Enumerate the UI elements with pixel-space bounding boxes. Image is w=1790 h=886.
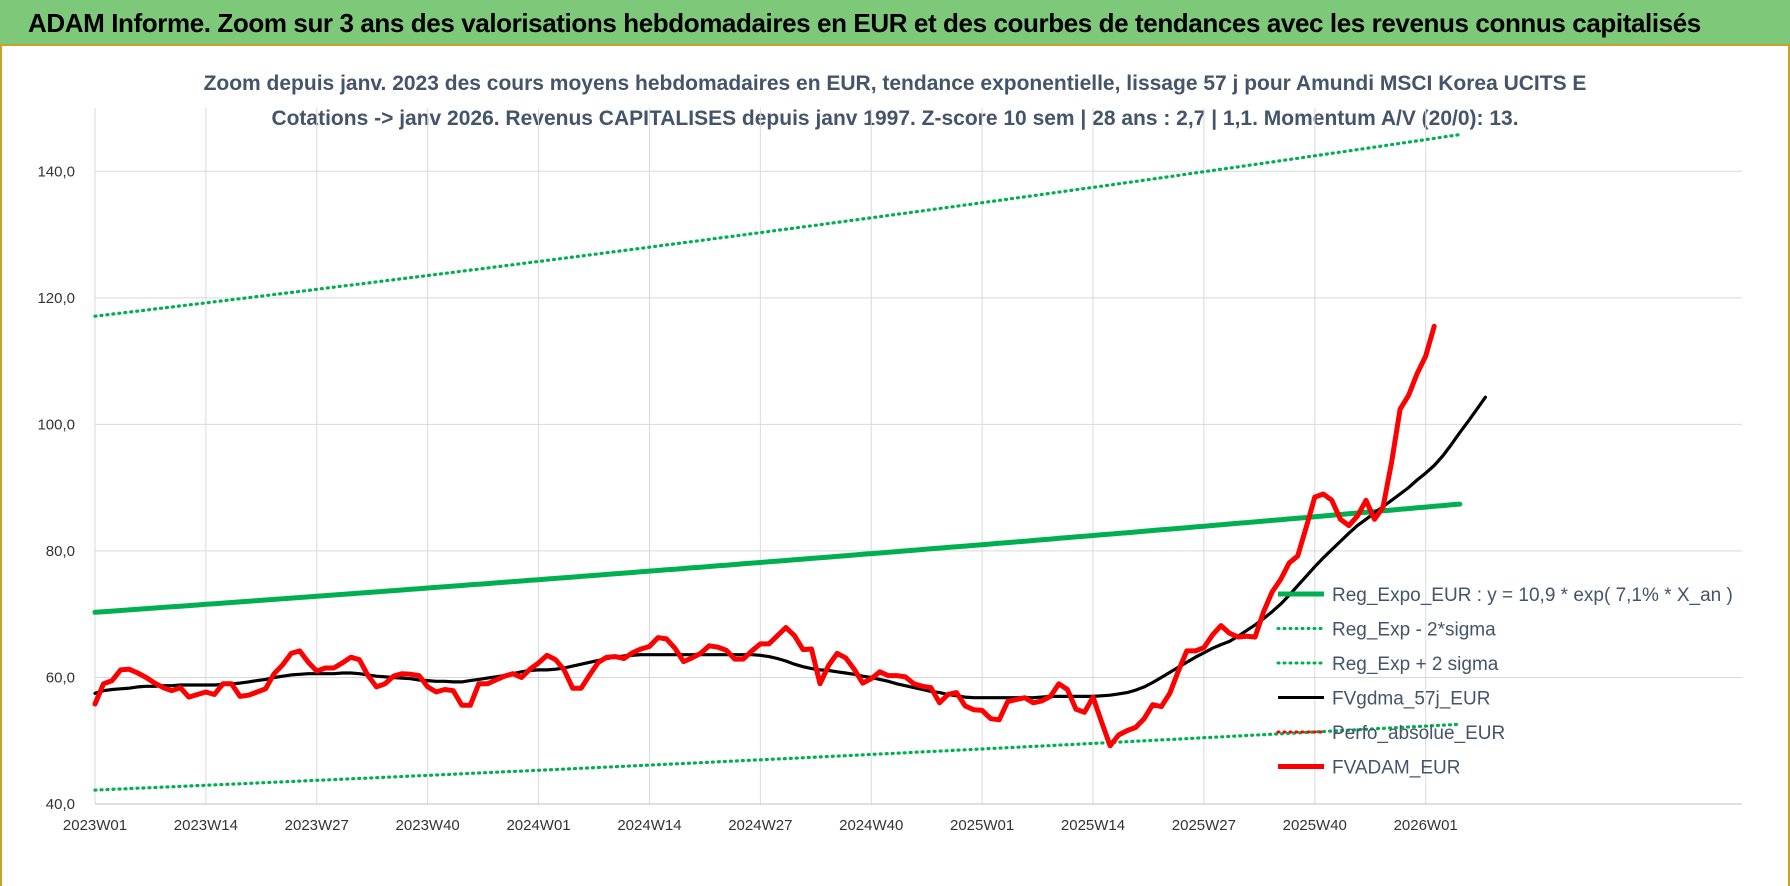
y-tick-label: 120,0 bbox=[37, 290, 75, 307]
x-tick-label: 2025W40 bbox=[1283, 817, 1347, 834]
upper-band-line bbox=[93, 133, 1462, 318]
legend-label: Reg_Exp + 2 sigma bbox=[1332, 654, 1499, 675]
x-tick-label: 2025W14 bbox=[1061, 817, 1125, 834]
x-tick-label: 2023W01 bbox=[63, 817, 127, 834]
x-tick-label: 2026W01 bbox=[1394, 817, 1458, 834]
regression-line bbox=[92, 501, 1463, 615]
legend-label: FVADAM_EUR bbox=[1332, 758, 1460, 779]
legend-label: Reg_Exp - 2*sigma bbox=[1332, 620, 1496, 641]
x-tick-label: 2024W27 bbox=[728, 817, 792, 834]
chart-title-line-2: Cotations -> janv 2026. Revenus CAPITALI… bbox=[271, 107, 1519, 130]
legend-label: Reg_Expo_EUR : y = 10,9 * exp( 7,1% * X_… bbox=[1332, 585, 1733, 606]
x-tick-label: 2024W40 bbox=[839, 817, 903, 834]
report-banner: ADAM Informe. Zoom sur 3 ans des valoris… bbox=[0, 0, 1790, 46]
x-tick-label: 2024W14 bbox=[617, 817, 681, 834]
chart-frame bbox=[0, 46, 1790, 886]
y-tick-label: 140,0 bbox=[37, 163, 75, 180]
y-tick-label: 100,0 bbox=[37, 416, 75, 433]
x-tick-label: 2024W01 bbox=[506, 817, 570, 834]
lower-band-line bbox=[93, 722, 1462, 792]
y-tick-label: 60,0 bbox=[46, 669, 75, 686]
y-tick-label: 80,0 bbox=[46, 543, 75, 560]
report-title: ADAM Informe. Zoom sur 3 ans des valoris… bbox=[28, 8, 1701, 38]
x-tick-label: 2023W27 bbox=[285, 817, 349, 834]
price-line bbox=[92, 323, 1437, 749]
y-tick-label: 40,0 bbox=[46, 796, 75, 813]
x-tick-label: 2023W40 bbox=[396, 817, 460, 834]
x-tick-label: 2025W27 bbox=[1172, 817, 1236, 834]
legend-label: FVgdma_57j_EUR bbox=[1332, 689, 1490, 710]
x-tick-label: 2023W14 bbox=[174, 817, 238, 834]
chart-title-line-1: Zoom depuis janv. 2023 des cours moyens … bbox=[203, 72, 1587, 95]
legend-label: Perfo_absolue_EUR bbox=[1332, 723, 1505, 744]
smoothed-line bbox=[93, 395, 1487, 700]
x-tick-label: 2025W01 bbox=[950, 817, 1014, 834]
